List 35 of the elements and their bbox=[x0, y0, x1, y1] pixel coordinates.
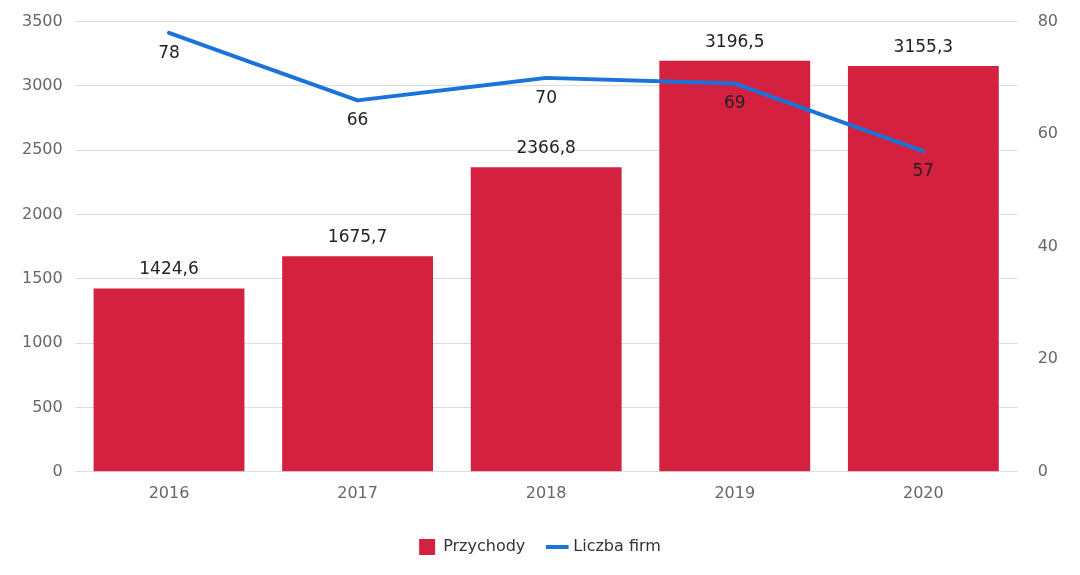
data-label: 3196,5 bbox=[705, 30, 765, 51]
legend-label: Liczba firm bbox=[573, 536, 661, 556]
x-tick-label: 2019 bbox=[714, 482, 756, 502]
y-tick-label: 3000 bbox=[22, 75, 63, 95]
bar bbox=[470, 167, 622, 472]
data-label: 66 bbox=[346, 109, 369, 130]
data-label: 70 bbox=[535, 86, 557, 107]
bar bbox=[282, 256, 434, 472]
x-tick-label: 2018 bbox=[525, 482, 567, 502]
bar bbox=[659, 60, 811, 472]
data-label: 1424,6 bbox=[139, 258, 199, 279]
data-label: 1675,7 bbox=[327, 226, 388, 247]
data-label: 3155,3 bbox=[893, 35, 954, 56]
bar bbox=[93, 288, 245, 472]
y-tick-label: 0 bbox=[52, 460, 63, 480]
data-label: 69 bbox=[723, 92, 746, 113]
bar bbox=[847, 65, 999, 472]
y-tick-label: 1500 bbox=[22, 268, 63, 288]
x-tick-label: 2016 bbox=[148, 482, 190, 502]
legend-label: Przychody bbox=[443, 536, 526, 556]
y-tick-label: 2500 bbox=[22, 139, 63, 159]
y-tick-label: 500 bbox=[32, 396, 63, 416]
x-tick-label: 2020 bbox=[902, 482, 944, 502]
y2-tick-label: 80 bbox=[1037, 10, 1058, 30]
y-tick-label: 1000 bbox=[22, 332, 63, 352]
y2-tick-label: 40 bbox=[1037, 235, 1058, 255]
y2-tick-label: 0 bbox=[1037, 460, 1048, 480]
y-tick-label: 2000 bbox=[22, 203, 63, 223]
data-label: 2366,8 bbox=[516, 137, 576, 158]
y-tick-label: 3500 bbox=[22, 10, 63, 30]
y2-tick-label: 60 bbox=[1037, 123, 1058, 143]
x-tick-label: 2017 bbox=[337, 482, 378, 502]
y2-tick-label: 20 bbox=[1037, 348, 1058, 368]
data-label: 57 bbox=[912, 159, 935, 180]
data-label: 78 bbox=[158, 41, 180, 62]
